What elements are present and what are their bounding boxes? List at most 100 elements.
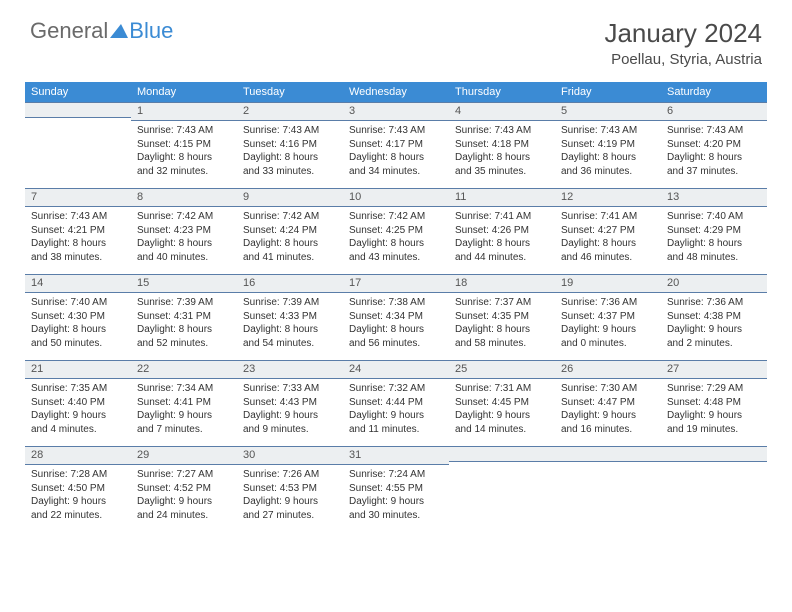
day-daylight2: and 43 minutes. [349,251,443,265]
calendar-cell: 15Sunrise: 7:39 AMSunset: 4:31 PMDayligh… [131,274,237,360]
day-number: 4 [449,102,555,121]
day-number: 7 [25,188,131,207]
weekday-header: Saturday [661,82,767,102]
day-sunrise: Sunrise: 7:39 AM [243,296,337,310]
day-details: Sunrise: 7:43 AMSunset: 4:19 PMDaylight:… [555,121,661,182]
day-daylight2: and 24 minutes. [137,509,231,523]
day-daylight2: and 41 minutes. [243,251,337,265]
day-daylight1: Daylight: 8 hours [137,151,231,165]
weekday-header: Tuesday [237,82,343,102]
calendar-cell: 30Sunrise: 7:26 AMSunset: 4:53 PMDayligh… [237,446,343,532]
page-header: General Blue January 2024 Poellau, Styri… [0,0,792,76]
day-details: Sunrise: 7:42 AMSunset: 4:24 PMDaylight:… [237,207,343,268]
day-sunrise: Sunrise: 7:43 AM [243,124,337,138]
day-daylight1: Daylight: 8 hours [31,323,125,337]
day-daylight1: Daylight: 8 hours [455,237,549,251]
calendar-cell [661,446,767,532]
day-details: Sunrise: 7:42 AMSunset: 4:25 PMDaylight:… [343,207,449,268]
day-daylight2: and 9 minutes. [243,423,337,437]
calendar-cell: 7Sunrise: 7:43 AMSunset: 4:21 PMDaylight… [25,188,131,274]
day-number: 17 [343,274,449,293]
day-number: 1 [131,102,237,121]
day-number: 12 [555,188,661,207]
day-details: Sunrise: 7:42 AMSunset: 4:23 PMDaylight:… [131,207,237,268]
day-daylight1: Daylight: 8 hours [243,323,337,337]
day-number: 30 [237,446,343,465]
day-details: Sunrise: 7:43 AMSunset: 4:17 PMDaylight:… [343,121,449,182]
day-sunset: Sunset: 4:44 PM [349,396,443,410]
day-daylight2: and 32 minutes. [137,165,231,179]
day-sunset: Sunset: 4:35 PM [455,310,549,324]
calendar-cell: 9Sunrise: 7:42 AMSunset: 4:24 PMDaylight… [237,188,343,274]
day-daylight2: and 52 minutes. [137,337,231,351]
day-sunset: Sunset: 4:21 PM [31,224,125,238]
day-daylight1: Daylight: 9 hours [561,409,655,423]
calendar-cell: 12Sunrise: 7:41 AMSunset: 4:27 PMDayligh… [555,188,661,274]
day-number: 22 [131,360,237,379]
day-sunset: Sunset: 4:45 PM [455,396,549,410]
day-daylight2: and 27 minutes. [243,509,337,523]
day-daylight1: Daylight: 9 hours [349,495,443,509]
day-sunset: Sunset: 4:16 PM [243,138,337,152]
day-number: 20 [661,274,767,293]
day-sunrise: Sunrise: 7:39 AM [137,296,231,310]
logo-triangle-icon [110,18,128,44]
day-details: Sunrise: 7:32 AMSunset: 4:44 PMDaylight:… [343,379,449,440]
day-daylight1: Daylight: 9 hours [31,409,125,423]
calendar-week-row: 14Sunrise: 7:40 AMSunset: 4:30 PMDayligh… [25,274,767,360]
day-daylight1: Daylight: 8 hours [455,323,549,337]
day-daylight2: and 19 minutes. [667,423,761,437]
day-details: Sunrise: 7:39 AMSunset: 4:31 PMDaylight:… [131,293,237,354]
day-details: Sunrise: 7:24 AMSunset: 4:55 PMDaylight:… [343,465,449,526]
day-daylight1: Daylight: 9 hours [31,495,125,509]
day-details: Sunrise: 7:38 AMSunset: 4:34 PMDaylight:… [343,293,449,354]
month-title: January 2024 [604,18,762,49]
day-daylight1: Daylight: 9 hours [137,495,231,509]
calendar-cell: 18 Sunrise: 7:37 AMSunset: 4:35 PMDayligh… [449,274,555,360]
day-sunset: Sunset: 4:48 PM [667,396,761,410]
calendar-week-row: 1Sunrise: 7:43 AMSunset: 4:15 PMDaylight… [25,102,767,188]
day-number: 5 [555,102,661,121]
day-sunrise: Sunrise: 7:36 AM [561,296,655,310]
day-details: Sunrise: 7:43 AMSunset: 4:15 PMDaylight:… [131,121,237,182]
day-daylight2: and 46 minutes. [561,251,655,265]
day-sunrise: Sunrise: 7:41 AM [455,210,549,224]
day-details: Sunrise: 7:39 AMSunset: 4:33 PMDaylight:… [237,293,343,354]
day-sunset: Sunset: 4:30 PM [31,310,125,324]
day-number: 27 [661,360,767,379]
day-number: 29 [131,446,237,465]
calendar-cell: 26Sunrise: 7:30 AMSunset: 4:47 PMDayligh… [555,360,661,446]
calendar-table: Sunday Monday Tuesday Wednesday Thursday… [25,82,767,532]
day-daylight1: Daylight: 8 hours [349,151,443,165]
day-number: 24 [343,360,449,379]
day-daylight2: and 38 minutes. [31,251,125,265]
day-sunrise: Sunrise: 7:43 AM [561,124,655,138]
day-daylight2: and 40 minutes. [137,251,231,265]
day-sunset: Sunset: 4:33 PM [243,310,337,324]
day-daylight1: Daylight: 8 hours [31,237,125,251]
calendar-cell: 14Sunrise: 7:40 AMSunset: 4:30 PMDayligh… [25,274,131,360]
day-sunrise: Sunrise: 7:32 AM [349,382,443,396]
day-sunrise: Sunrise: 7:42 AM [349,210,443,224]
calendar-cell: 11Sunrise: 7:41 AMSunset: 4:26 PMDayligh… [449,188,555,274]
day-sunset: Sunset: 4:17 PM [349,138,443,152]
logo: General Blue [30,18,173,44]
day-daylight1: Daylight: 8 hours [349,323,443,337]
day-number: 18 [449,274,555,293]
day-sunset: Sunset: 4:55 PM [349,482,443,496]
day-daylight1: Daylight: 8 hours [667,237,761,251]
day-daylight2: and 7 minutes. [137,423,231,437]
day-number: 3 [343,102,449,121]
day-sunrise: Sunrise: 7:37 AM [455,296,549,310]
day-daylight2: and 56 minutes. [349,337,443,351]
day-sunrise: Sunrise: 7:43 AM [667,124,761,138]
day-sunrise: Sunrise: 7:28 AM [31,468,125,482]
day-sunrise: Sunrise: 7:30 AM [561,382,655,396]
day-daylight1: Daylight: 9 hours [561,323,655,337]
calendar-cell: 16Sunrise: 7:39 AMSunset: 4:33 PMDayligh… [237,274,343,360]
calendar-week-row: 7Sunrise: 7:43 AMSunset: 4:21 PMDaylight… [25,188,767,274]
day-sunrise: Sunrise: 7:42 AM [137,210,231,224]
day-sunrise: Sunrise: 7:41 AM [561,210,655,224]
day-daylight1: Daylight: 8 hours [243,237,337,251]
day-number: 26 [555,360,661,379]
